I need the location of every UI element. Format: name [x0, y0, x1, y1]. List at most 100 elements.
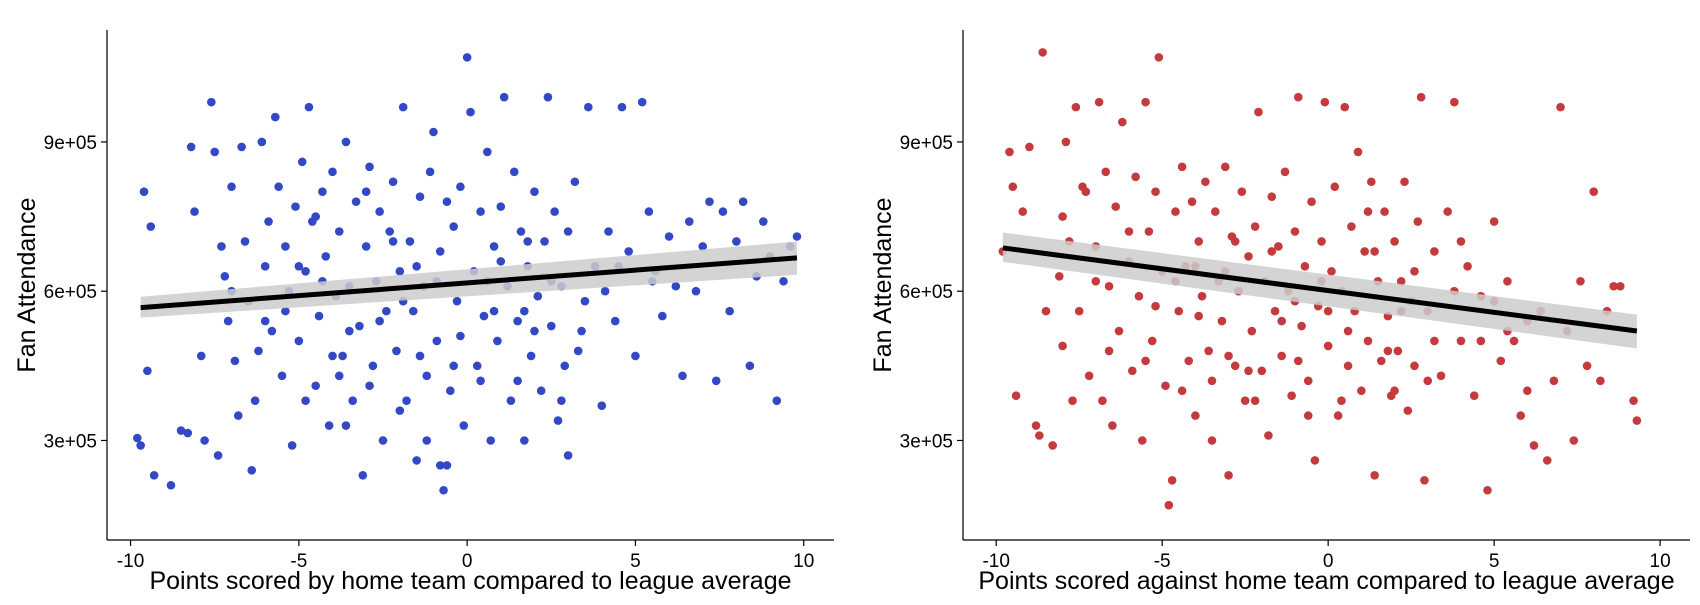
data-point	[1244, 366, 1253, 376]
data-point	[402, 396, 411, 405]
data-point	[553, 416, 563, 425]
data-point	[1191, 411, 1200, 420]
data-point	[1224, 471, 1233, 480]
data-point	[1330, 182, 1340, 192]
data-point	[1217, 316, 1227, 326]
data-point	[1025, 142, 1034, 152]
data-point	[334, 371, 344, 381]
confidence-band	[140, 241, 797, 318]
data-point	[472, 361, 482, 371]
data-point	[190, 207, 199, 216]
data-point	[318, 187, 327, 197]
data-point	[260, 316, 270, 326]
y-tick-label: 6e+05	[44, 282, 97, 303]
data-point	[1542, 456, 1552, 465]
data-point	[149, 471, 159, 480]
data-point	[1496, 356, 1506, 366]
data-point	[1210, 207, 1220, 216]
data-point	[573, 346, 583, 356]
data-point	[483, 147, 492, 157]
data-point	[301, 396, 310, 405]
data-point	[779, 276, 788, 286]
data-point	[375, 316, 384, 326]
data-point	[348, 396, 357, 405]
scatter-panel-1: -10 -5 0 5 10 3e+05 6e+05 9e+05 Points scored by…	[13, 30, 834, 595]
data-point	[247, 466, 257, 475]
data-point	[1443, 207, 1452, 216]
data-point	[1383, 346, 1393, 356]
data-point	[1277, 316, 1286, 326]
data-point	[1250, 396, 1260, 405]
data-point	[287, 441, 297, 450]
data-point	[631, 351, 640, 361]
data-point	[1084, 371, 1094, 381]
data-point	[600, 286, 610, 296]
data-point	[233, 411, 243, 420]
data-point	[1230, 361, 1240, 371]
data-point	[1244, 252, 1253, 261]
data-point	[1171, 207, 1180, 216]
data-point	[1207, 376, 1217, 386]
data-point	[711, 376, 721, 386]
data-point	[439, 485, 448, 495]
data-point	[1011, 391, 1021, 401]
data-point	[1098, 396, 1107, 405]
data-point	[230, 356, 240, 366]
data-point	[523, 237, 533, 246]
data-point	[516, 227, 526, 236]
data-point	[260, 262, 270, 271]
data-point	[1489, 217, 1499, 226]
data-point	[772, 396, 782, 405]
data-point	[1267, 247, 1277, 256]
data-point	[1463, 262, 1472, 271]
data-point	[1393, 346, 1403, 356]
data-point	[1254, 107, 1263, 117]
data-point	[207, 97, 216, 107]
data-point	[489, 242, 499, 251]
data-point	[143, 366, 152, 376]
data-point	[543, 92, 553, 102]
data-point	[617, 102, 627, 112]
data-point	[1164, 500, 1174, 510]
data-point	[1430, 247, 1439, 256]
data-point	[1287, 391, 1296, 401]
data-point	[1290, 227, 1300, 236]
data-point	[1071, 102, 1081, 112]
data-point	[378, 436, 388, 445]
data-point	[1074, 306, 1084, 316]
data-point	[1297, 321, 1306, 331]
data-point	[1048, 441, 1057, 450]
data-point	[1556, 102, 1565, 112]
data-point	[395, 267, 405, 276]
data-point	[684, 217, 694, 226]
data-point	[1403, 406, 1413, 415]
data-point	[311, 212, 320, 221]
data-point	[1503, 276, 1512, 286]
data-point	[1589, 187, 1599, 197]
data-point	[358, 471, 368, 480]
data-point	[732, 237, 741, 246]
data-point	[1207, 436, 1217, 445]
data-point	[1307, 197, 1316, 206]
data-point	[759, 217, 768, 226]
data-point	[1101, 167, 1111, 177]
data-point	[520, 436, 529, 445]
data-point	[1410, 361, 1419, 371]
data-point	[452, 296, 462, 306]
data-point	[509, 167, 519, 177]
data-point	[546, 321, 556, 331]
data-point	[550, 207, 559, 216]
data-point	[1576, 276, 1585, 286]
data-point	[442, 461, 452, 470]
data-point	[530, 326, 539, 336]
data-point	[570, 177, 580, 187]
data-point	[1061, 137, 1071, 147]
data-point	[392, 346, 401, 356]
data-point	[264, 217, 273, 226]
data-point	[476, 376, 485, 386]
data-point	[1058, 212, 1067, 221]
data-point	[1380, 207, 1389, 216]
data-point	[176, 426, 186, 435]
data-point	[250, 396, 260, 405]
data-point	[1516, 411, 1525, 420]
